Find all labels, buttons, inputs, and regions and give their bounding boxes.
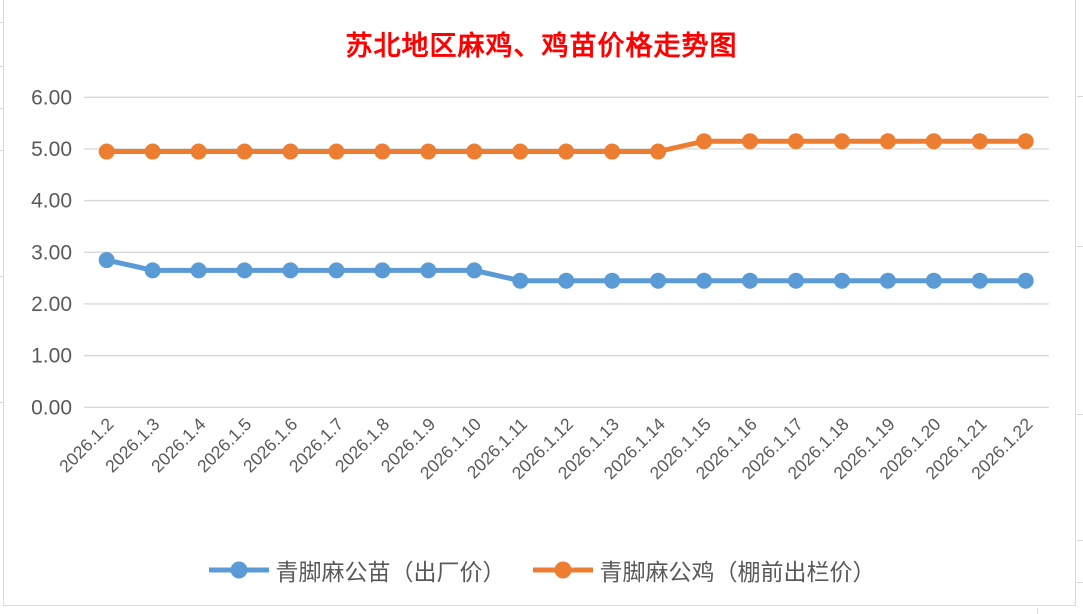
data-point-series-1 [466,143,483,160]
y-axis-tick-label: 6.00 [31,86,72,109]
sheet-gridline-stub [1037,608,1038,614]
data-point-series-1 [190,143,207,160]
data-point-series-1 [98,143,115,160]
data-point-series-0 [1017,272,1034,289]
data-point-series-1 [236,143,253,160]
data-point-series-0 [282,262,299,279]
data-point-series-1 [558,143,575,160]
legend-label: 青脚麻公苗（出厂价） [275,560,506,585]
data-point-series-0 [787,272,804,289]
y-axis-tick-label: 0.00 [31,396,72,419]
data-point-series-1 [742,133,758,150]
legend-line-marker-icon [208,561,269,579]
chart-legend: 青脚麻公苗（出厂价） 青脚麻公鸡（棚前出栏价） [0,548,1083,592]
data-point-series-1 [925,133,942,150]
sheet-gridline-stub [0,66,4,67]
y-axis-tick-label: 5.00 [31,138,72,161]
data-point-series-0 [879,272,896,289]
data-point-series-0 [420,262,437,279]
data-point-series-1 [696,133,713,150]
data-point-series-0 [144,262,161,279]
data-point-series-0 [604,272,621,289]
data-point-series-0 [833,272,850,289]
data-point-series-0 [696,272,713,289]
y-axis-tick-label: 4.00 [31,190,72,213]
data-point-series-0 [971,272,988,289]
data-point-series-0 [742,272,758,289]
sheet-gridline-stub [0,276,4,277]
sheet-gridline-stub [1077,414,1083,415]
data-point-series-1 [833,133,850,150]
data-point-series-1 [420,143,437,160]
data-point-series-0 [190,262,207,279]
sheet-gridline-stub [0,108,4,109]
legend-line-marker-icon [532,561,593,579]
chart-object-frame[interactable] [3,0,1076,606]
y-axis-tick-label: 3.00 [31,241,72,264]
data-point-series-0 [328,262,345,279]
sheet-gridline-stub [1077,582,1083,583]
data-point-series-1 [879,133,896,150]
data-point-series-0 [374,262,391,279]
legend-item-series-1[interactable]: 青脚麻公鸡（棚前出栏价） [532,553,876,587]
data-point-series-0 [236,262,253,279]
data-point-series-0 [650,272,667,289]
data-point-series-1 [604,143,621,160]
data-point-series-1 [787,133,804,150]
data-point-series-1 [282,143,299,160]
data-point-series-0 [98,252,115,269]
sheet-gridline-stub [0,150,4,151]
data-point-series-1 [1017,133,1034,150]
data-point-series-0 [558,272,575,289]
data-point-series-0 [925,272,942,289]
data-point-series-1 [650,143,667,160]
data-point-series-0 [466,262,483,279]
data-point-series-1 [971,133,988,150]
data-point-series-1 [512,143,529,160]
sheet-gridline-stub [1077,540,1083,541]
sheet-gridline-stub [1077,96,1083,97]
data-point-series-1 [144,143,161,160]
chart-plot-area: 0.001.002.003.004.005.006.002026.1.22026… [31,86,1049,483]
y-axis-tick-label: 1.00 [31,345,72,368]
data-point-series-1 [328,143,345,160]
sheet-gridline-stub [0,22,4,23]
sheet-gridline-stub [1077,246,1083,247]
legend-item-series-0[interactable]: 青脚麻公苗（出厂价） [208,553,506,587]
y-axis-tick-label: 2.00 [31,293,72,316]
legend-label: 青脚麻公鸡（棚前出栏价） [599,560,876,585]
data-point-series-1 [374,143,391,160]
chart-title: 苏北地区麻鸡、鸡苗价格走势图 [345,31,738,61]
sheet-gridline-stub [0,402,4,403]
data-point-series-0 [512,272,529,289]
